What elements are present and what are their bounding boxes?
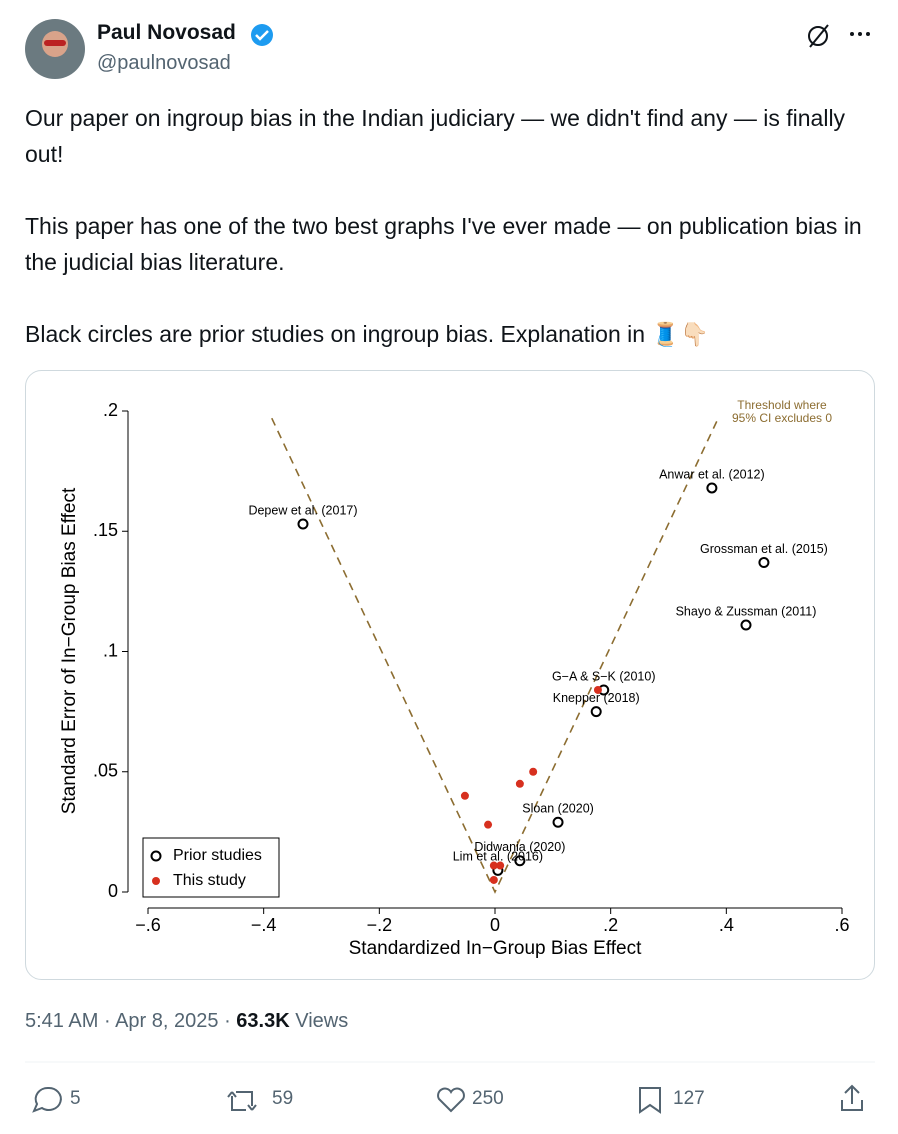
data-point	[297, 518, 309, 530]
data-point	[484, 820, 493, 829]
y-axis-title: Standard Error of In−Group Bias Effect	[59, 487, 80, 814]
y-tick-label: .15	[93, 520, 118, 540]
tweet-text: Our paper on ingroup bias in the Indian …	[25, 100, 875, 388]
chart[interactable]: Standardized In−Group Bias Effect Standa…	[25, 370, 875, 980]
grok-icon[interactable]	[808, 26, 828, 46]
data-point	[706, 482, 718, 494]
more-dot[interactable]	[866, 32, 870, 36]
like-count[interactable]: 250	[472, 1088, 504, 1109]
author-name[interactable]: Paul Novosad	[97, 21, 236, 44]
data-point	[496, 861, 505, 870]
legend-label: Prior studies	[173, 847, 262, 864]
data-point	[758, 557, 770, 569]
verified-check	[255, 30, 269, 41]
grok-slash	[809, 24, 829, 48]
reply-icon[interactable]	[32, 1086, 62, 1113]
data-point	[460, 791, 469, 800]
data-point	[590, 706, 602, 718]
paragraph: This paper has one of the two best graph…	[25, 213, 862, 275]
separator: ·	[103, 1010, 111, 1032]
data-point	[529, 767, 538, 776]
threshold-label: Threshold where	[737, 398, 827, 412]
bookmark-icon[interactable]	[639, 1087, 661, 1114]
date[interactable]: Apr 8, 2025	[115, 1010, 219, 1032]
x-tick-label: −.6	[135, 915, 161, 935]
legend-marker	[152, 877, 160, 885]
legend	[142, 837, 280, 898]
data-point	[489, 861, 498, 870]
separator: ·	[224, 1010, 231, 1032]
point-label: Didwania (2020)	[474, 840, 565, 854]
paragraph: Black circles are prior studies on ingro…	[25, 321, 709, 347]
threshold-label: 95% CI excludes 0	[732, 411, 832, 425]
bookmark-count[interactable]: 127	[673, 1088, 705, 1109]
author-handle[interactable]: @paulnovosad	[97, 52, 231, 74]
y-tick-label: .05	[93, 761, 118, 781]
threshold-line	[271, 417, 719, 894]
point-label: G−A & S−K (2010)	[552, 669, 656, 683]
data-point	[593, 685, 602, 694]
repost-count[interactable]: 59	[272, 1088, 294, 1109]
x-axis-title: Standardized In−Group Bias Effect	[349, 938, 642, 959]
point-label: Anwar et al. (2012)	[659, 467, 765, 481]
more-dot[interactable]	[858, 32, 862, 36]
views-label: Views	[295, 1010, 349, 1032]
point-label: Grossman et al. (2015)	[700, 542, 828, 556]
x-tick-label: −.4	[251, 915, 277, 935]
more-dot[interactable]	[850, 32, 854, 36]
x-tick-label: .2	[603, 915, 618, 935]
data-point	[514, 855, 526, 867]
point-label: Lim et al. (2016)	[453, 850, 543, 864]
reply-count[interactable]: 5	[70, 1088, 81, 1109]
x-tick-label: −.2	[367, 915, 393, 935]
legend-label: This study	[173, 872, 246, 889]
data-point	[552, 816, 564, 828]
avatar-glasses	[44, 40, 66, 46]
data-point	[740, 619, 752, 631]
x-tick-label: .6	[834, 915, 849, 935]
y-tick-label: .1	[103, 640, 118, 660]
timestamp: 5:41 AM · Apr 8, 2025 · 63.3K Views	[25, 1010, 348, 1033]
point-label: Shayo & Zussman (2011)	[676, 604, 817, 618]
y-tick-label: .2	[103, 400, 118, 420]
data-point	[489, 875, 498, 884]
like-icon[interactable]	[437, 1087, 465, 1113]
point-label: Depew et al. (2017)	[248, 503, 357, 517]
x-tick-label: .4	[719, 915, 734, 935]
legend-marker	[150, 850, 162, 862]
data-point	[515, 779, 524, 788]
verified-badge	[251, 24, 273, 46]
share-icon[interactable]	[841, 1084, 863, 1111]
x-tick-label: 0	[490, 915, 500, 935]
repost-icon[interactable]	[227, 1091, 257, 1111]
chart-card	[25, 370, 875, 980]
point-label: Sloan (2020)	[522, 802, 594, 816]
y-tick-label: 0	[108, 881, 118, 901]
time[interactable]: 5:41 AM	[25, 1010, 99, 1032]
point-label: Knepper (2018)	[553, 691, 640, 705]
paragraph: Our paper on ingroup bias in the Indian …	[25, 105, 846, 167]
views-count: 63.3K	[236, 1010, 290, 1032]
